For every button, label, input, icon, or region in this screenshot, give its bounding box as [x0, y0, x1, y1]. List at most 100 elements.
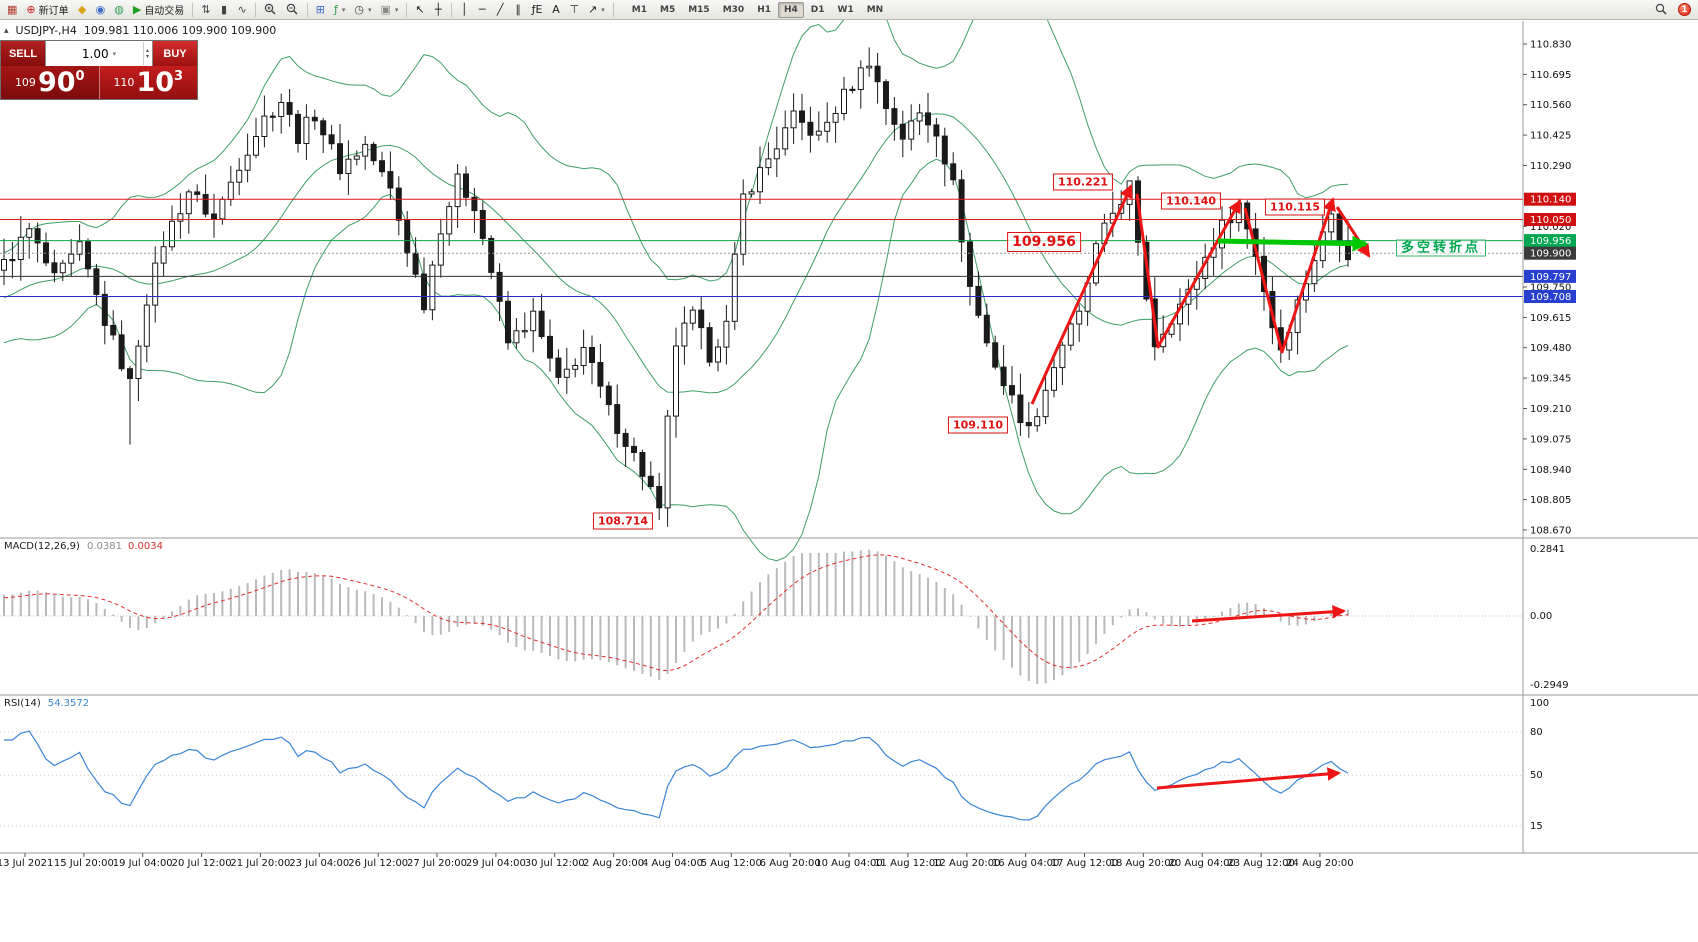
fibonacci-icon[interactable]: ƒE: [528, 1, 547, 18]
notification-badge[interactable]: 1: [1678, 3, 1691, 16]
volume-spinner[interactable]: ▴ ▾: [142, 42, 151, 65]
channel-icon: ∥: [515, 3, 521, 16]
label-icon[interactable]: ⊤: [565, 1, 583, 18]
candle-body: [622, 432, 629, 447]
candle-body: [320, 120, 327, 136]
autotrading-button[interactable]: ▶ 自动交易: [129, 1, 188, 18]
turning-point-label[interactable]: 多空转折点: [1395, 239, 1487, 257]
swing-arrow-2[interactable]: [1243, 197, 1336, 354]
timeframe-button-h4[interactable]: H4: [777, 1, 804, 18]
trendline-icon[interactable]: ╱: [492, 1, 509, 18]
candlestick-type-icon[interactable]: ▮: [216, 1, 233, 18]
arrows-icon[interactable]: ↗ ▾: [584, 1, 609, 18]
templates-icon[interactable]: ▣ ▾: [376, 1, 402, 18]
sell-button[interactable]: SELL: [1, 41, 45, 66]
cursor-icon[interactable]: ↖: [411, 1, 428, 18]
candle-body: [26, 228, 33, 238]
data-window-icon[interactable]: ◍: [110, 1, 128, 18]
price-label-109110[interactable]: 109.110: [947, 416, 1009, 434]
time-tick-label: 20 Jul 12:00: [172, 858, 232, 869]
price-label-109956[interactable]: 109.956: [1007, 232, 1081, 252]
timeframe-button-mn[interactable]: MN: [866, 4, 884, 15]
sell-price-display[interactable]: 109 90 0: [1, 66, 100, 99]
candle-body: [395, 187, 402, 221]
swing-arrow-1[interactable]: [1135, 193, 1242, 349]
candle-body: [85, 241, 91, 270]
indicators-icon[interactable]: ƒ ▾: [330, 1, 349, 18]
timeframe-button-m5[interactable]: M5: [660, 4, 676, 15]
market-watch-icon[interactable]: ◉: [92, 1, 110, 18]
candle-body: [513, 330, 520, 344]
toolbar-separator: [254, 2, 256, 17]
timeframe-button-h1[interactable]: H1: [757, 4, 771, 15]
arrows-icon: ↗: [588, 3, 598, 16]
spinner-up-icon[interactable]: ▴: [145, 46, 149, 54]
buy-price-main: 10: [136, 67, 175, 98]
text-icon[interactable]: A: [547, 1, 564, 18]
candle-body: [286, 102, 293, 115]
market-watch-icon: ◉: [95, 3, 106, 16]
line-chart-type-icon[interactable]: ∿: [234, 1, 251, 18]
compass-icon: ◆: [77, 3, 87, 16]
macd-trend-arrow[interactable]: [1191, 605, 1347, 623]
search-icon[interactable]: [1651, 1, 1672, 18]
timeframe-button-d1[interactable]: D1: [810, 4, 825, 15]
price-label-108714[interactable]: 108.714: [592, 512, 654, 530]
vertical-line-icon[interactable]: │: [456, 1, 473, 18]
price-label-110221[interactable]: 110.221: [1052, 173, 1114, 191]
timeframe-button-w1[interactable]: W1: [837, 4, 854, 15]
buy-button[interactable]: BUY: [153, 41, 197, 66]
macd-signal-line: [3, 554, 1349, 672]
crosshair-icon[interactable]: ┼: [430, 1, 447, 18]
candle-body: [488, 237, 495, 273]
price-tick-label: 108.805: [1530, 495, 1571, 506]
trade-panel-prices: 109 90 0 110 10 3: [1, 66, 197, 99]
price-label-110115[interactable]: 110.115: [1264, 198, 1326, 216]
volume-input[interactable]: 1.00 ▾ ▴ ▾: [45, 41, 153, 66]
one-click-collapse-icon[interactable]: ▴: [4, 25, 9, 36]
zoom-in-icon[interactable]: [260, 1, 281, 18]
timeframe-group: M1 M5 M15 M30 H1 H4 D1 W1 MN: [626, 1, 889, 18]
channel-icon[interactable]: ∥: [510, 1, 527, 18]
macd-value-main: 0.0381: [86, 541, 122, 552]
candle-body: [127, 368, 133, 380]
buy-price-prefix: 110: [113, 76, 135, 89]
turning-level-arrow[interactable]: [1217, 235, 1369, 252]
candle-body: [950, 163, 957, 181]
rsi-line: [4, 730, 1349, 821]
timeframe-button-m30[interactable]: M30: [722, 4, 745, 15]
volume-dropdown-icon[interactable]: ▾: [112, 49, 117, 58]
rsi-trend-arrow[interactable]: [1156, 767, 1342, 790]
price-label-110140[interactable]: 110.140: [1160, 192, 1222, 210]
periods-icon[interactable]: ◷ ▾: [350, 1, 375, 18]
tile-windows-icon[interactable]: ⊞: [312, 1, 329, 18]
zoom-out-icon[interactable]: [282, 1, 303, 18]
candle-body: [715, 346, 721, 363]
new-order-button[interactable]: ⊕ 新订单: [22, 1, 72, 18]
bar-chart-type-icon[interactable]: ⇅: [197, 1, 214, 18]
price-scale-box-label: 110.140: [1530, 195, 1571, 206]
new-chart-icon[interactable]: ▦: [3, 1, 21, 18]
candle-body: [1034, 416, 1041, 427]
candle-body: [303, 116, 310, 145]
rsi-panel: 100 80 50 15: [0, 698, 1549, 832]
zoom-in-icon: [264, 3, 276, 15]
candle-body: [269, 115, 276, 118]
candle-body: [1017, 394, 1024, 424]
timeframe-button-m1[interactable]: M1: [631, 4, 647, 15]
compass-icon[interactable]: ◆: [74, 1, 91, 18]
time-tick-label: 20 Aug 04:00: [1168, 858, 1235, 869]
candle-body: [530, 310, 537, 332]
price-scale[interactable]: 110.830 110.695 110.560 110.425 110.290 110.0…: [1523, 40, 1576, 537]
candle-body: [841, 88, 847, 115]
spinner-down-icon[interactable]: ▾: [145, 52, 149, 60]
timeframe-button-m15[interactable]: M15: [688, 4, 710, 15]
rally-arrow[interactable]: [1030, 184, 1133, 405]
candle-body: [773, 148, 780, 160]
rsi-scale-label: 100: [1530, 698, 1549, 709]
horizontal-line-icon[interactable]: ─: [474, 1, 491, 18]
horizontal-line-icon: ─: [478, 3, 486, 16]
buy-price-display[interactable]: 110 10 3: [99, 66, 197, 99]
